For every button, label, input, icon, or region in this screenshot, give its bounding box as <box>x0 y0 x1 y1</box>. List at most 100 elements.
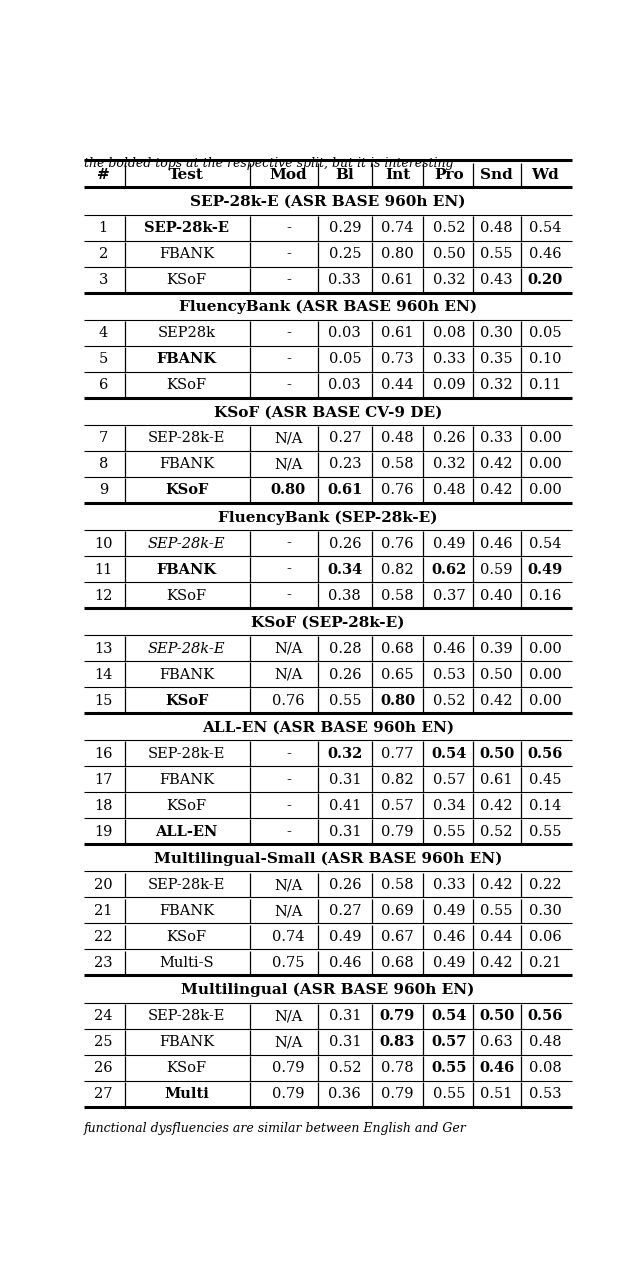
Text: SEP-28k-E: SEP-28k-E <box>148 537 225 551</box>
Text: 0.52: 0.52 <box>481 824 513 838</box>
Text: 0.57: 0.57 <box>433 773 466 787</box>
Text: 0.09: 0.09 <box>433 379 466 393</box>
Text: 0.55: 0.55 <box>529 824 561 838</box>
Text: -: - <box>286 221 291 235</box>
Text: 0.55: 0.55 <box>433 1088 466 1102</box>
Text: 0.55: 0.55 <box>328 693 361 707</box>
Text: 0.46: 0.46 <box>433 642 466 656</box>
Text: N/A: N/A <box>274 642 303 656</box>
Text: FBANK: FBANK <box>157 352 216 366</box>
Text: 0.58: 0.58 <box>381 457 413 471</box>
Text: 19: 19 <box>94 824 113 838</box>
Text: 0.03: 0.03 <box>328 326 361 340</box>
Text: 0.77: 0.77 <box>381 747 413 761</box>
Text: 0.65: 0.65 <box>381 668 413 682</box>
Text: 0.76: 0.76 <box>381 483 413 497</box>
Text: the bolded tops at the respective split, but it is interesting: the bolded tops at the respective split,… <box>84 157 454 171</box>
Text: 0.46: 0.46 <box>481 537 513 551</box>
Text: 0.76: 0.76 <box>272 693 305 707</box>
Text: 0.33: 0.33 <box>433 878 466 892</box>
Text: 0.26: 0.26 <box>328 878 361 892</box>
Text: 0.40: 0.40 <box>481 588 513 602</box>
Text: 0.82: 0.82 <box>381 773 413 787</box>
Text: Test: Test <box>169 168 204 182</box>
Text: -: - <box>286 247 291 261</box>
Text: 0.56: 0.56 <box>527 747 563 761</box>
Text: 0.52: 0.52 <box>328 1061 361 1075</box>
Text: 14: 14 <box>94 668 113 682</box>
Text: 0.53: 0.53 <box>433 668 466 682</box>
Text: 0.32: 0.32 <box>433 457 466 471</box>
Text: 0.30: 0.30 <box>529 904 562 918</box>
Text: 0.49: 0.49 <box>433 904 466 918</box>
Text: 0.11: 0.11 <box>529 379 561 393</box>
Text: N/A: N/A <box>274 904 303 918</box>
Text: 0.22: 0.22 <box>529 878 561 892</box>
Text: -: - <box>286 273 291 288</box>
Text: N/A: N/A <box>274 668 303 682</box>
Text: 0.54: 0.54 <box>432 747 467 761</box>
Text: 0.42: 0.42 <box>481 457 513 471</box>
Text: 0.57: 0.57 <box>432 1035 467 1049</box>
Text: 0.20: 0.20 <box>527 273 563 288</box>
Text: ALL-EN (ASR BASE 960h EN): ALL-EN (ASR BASE 960h EN) <box>202 720 454 734</box>
Text: 4: 4 <box>99 326 108 340</box>
Text: 0.00: 0.00 <box>529 642 562 656</box>
Text: 0.42: 0.42 <box>481 799 513 813</box>
Text: 0.54: 0.54 <box>529 221 561 235</box>
Text: 26: 26 <box>94 1061 113 1075</box>
Text: 0.51: 0.51 <box>481 1088 513 1102</box>
Text: 0.33: 0.33 <box>328 273 361 288</box>
Text: Multi-S: Multi-S <box>159 957 214 969</box>
Text: 0.29: 0.29 <box>328 221 361 235</box>
Text: KSoF: KSoF <box>165 693 209 707</box>
Text: FBANK: FBANK <box>157 562 216 577</box>
Text: 0.74: 0.74 <box>381 221 413 235</box>
Text: 23: 23 <box>94 957 113 969</box>
Text: 0.52: 0.52 <box>433 221 466 235</box>
Text: 0.27: 0.27 <box>328 431 361 446</box>
Text: 0.33: 0.33 <box>433 352 466 366</box>
Text: 0.32: 0.32 <box>433 273 466 288</box>
Text: 0.26: 0.26 <box>328 537 361 551</box>
Text: 0.54: 0.54 <box>529 537 561 551</box>
Text: 0.75: 0.75 <box>272 957 305 969</box>
Text: 0.61: 0.61 <box>381 326 413 340</box>
Text: 0.49: 0.49 <box>433 537 466 551</box>
Text: 0.03: 0.03 <box>328 379 361 393</box>
Text: -: - <box>286 824 291 838</box>
Text: 0.48: 0.48 <box>529 1035 561 1049</box>
Text: 10: 10 <box>94 537 113 551</box>
Text: 0.00: 0.00 <box>529 457 562 471</box>
Text: 0.49: 0.49 <box>527 562 563 577</box>
Text: Mod: Mod <box>269 168 307 182</box>
Text: 0.31: 0.31 <box>328 773 361 787</box>
Text: 0.79: 0.79 <box>381 824 413 838</box>
Text: 0.46: 0.46 <box>479 1061 515 1075</box>
Text: 0.82: 0.82 <box>381 562 413 577</box>
Text: 0.83: 0.83 <box>380 1035 415 1049</box>
Text: 0.43: 0.43 <box>481 273 513 288</box>
Text: 0.76: 0.76 <box>381 537 413 551</box>
Text: N/A: N/A <box>274 431 303 446</box>
Text: 0.26: 0.26 <box>328 668 361 682</box>
Text: Multi: Multi <box>164 1088 209 1102</box>
Text: 0.55: 0.55 <box>481 247 513 261</box>
Text: KSoF: KSoF <box>166 273 207 288</box>
Text: 0.50: 0.50 <box>433 247 466 261</box>
Text: 0.52: 0.52 <box>433 693 466 707</box>
Text: KSoF (ASR BASE CV-9 DE): KSoF (ASR BASE CV-9 DE) <box>214 406 442 420</box>
Text: ALL-EN: ALL-EN <box>156 824 218 838</box>
Text: 0.32: 0.32 <box>327 747 362 761</box>
Text: 0.53: 0.53 <box>529 1088 561 1102</box>
Text: 0.58: 0.58 <box>381 878 413 892</box>
Text: 0.28: 0.28 <box>328 642 361 656</box>
Text: 16: 16 <box>94 747 113 761</box>
Text: 0.32: 0.32 <box>481 379 513 393</box>
Text: -: - <box>286 799 291 813</box>
Text: KSoF (SEP-28k-E): KSoF (SEP-28k-E) <box>252 616 404 629</box>
Text: 0.46: 0.46 <box>328 957 361 969</box>
Text: 0.55: 0.55 <box>481 904 513 918</box>
Text: 0.49: 0.49 <box>328 930 361 944</box>
Text: 0.61: 0.61 <box>381 273 413 288</box>
